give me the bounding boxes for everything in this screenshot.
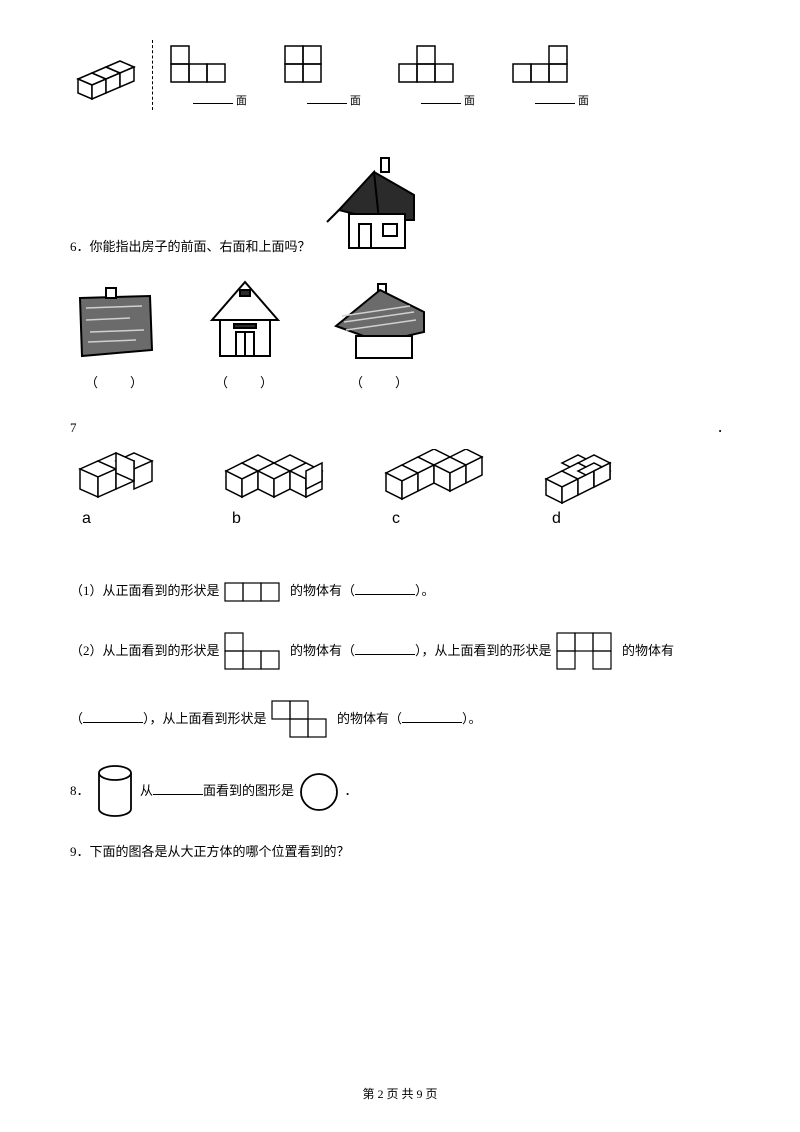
q6-text: 你能指出房子的前面、右面和上面吗？: [90, 239, 311, 254]
q7-label-d: d: [540, 510, 650, 528]
q6-view-front: （ ）: [200, 276, 290, 391]
blank-3[interactable]: [421, 90, 461, 104]
page-footer: 第 2 页 共 9 页: [0, 1085, 800, 1102]
suffix-4: 面: [578, 95, 589, 107]
blank-1[interactable]: [193, 90, 233, 104]
q6-paren-2[interactable]: （ ）: [200, 372, 290, 391]
q6-view-right: （ ）: [330, 282, 430, 391]
question-8: 8． 从面看到的图形是 ．: [70, 763, 730, 821]
q9-text: 下面的图各是从大正方体的哪个位置看到的？: [90, 844, 350, 859]
question-9: 9．下面的图各是从大正方体的哪个位置看到的？: [70, 839, 730, 865]
footer-text: 第 2 页 共 9 页: [362, 1087, 437, 1101]
q7-options-row: a b: [70, 449, 730, 528]
q7-label-b: b: [220, 510, 340, 528]
circle-icon: [297, 770, 341, 814]
house-main-icon: [319, 150, 429, 260]
q7-blank-2[interactable]: [355, 641, 415, 655]
shape-L2-icon: [555, 631, 619, 673]
q8-blank[interactable]: [153, 781, 203, 795]
suffix-3: 面: [464, 95, 475, 107]
q6-paren-3[interactable]: （ ）: [330, 372, 430, 391]
flat-view-2: 面: [279, 42, 389, 108]
q7-opt-a: a: [70, 449, 180, 528]
q7-blank-4[interactable]: [402, 709, 462, 723]
q7-label-a: a: [70, 510, 180, 528]
cylinder-icon: [93, 763, 137, 821]
suffix-1: 面: [236, 95, 247, 107]
q7-blank-1[interactable]: [355, 581, 415, 595]
q6-views-row: （ ） （ ）: [70, 276, 730, 391]
dashed-separator: [152, 40, 153, 110]
flat-view-1: 面: [165, 42, 275, 108]
q7-period: ．: [717, 415, 730, 441]
shape-Z-icon: [270, 699, 334, 741]
q7-num: 7: [70, 415, 77, 441]
shape-1x3-icon: [223, 579, 287, 605]
q7-sub1: （1）从正面看到的形状是 的物体有（）。: [70, 578, 730, 605]
q7-opt-d: d: [540, 449, 650, 528]
q7-opt-c: c: [380, 449, 500, 528]
flat-view-3: 面: [393, 42, 503, 108]
shape-L1-icon: [223, 631, 287, 673]
q7-sub2-cont: （），从上面看到形状是 的物体有（）。: [70, 699, 730, 741]
cubes-3d: [70, 45, 140, 105]
flat-view-4: 面: [507, 42, 617, 108]
question-6: 6．你能指出房子的前面、右面和上面吗？: [70, 150, 730, 391]
q6-view-top: （ ）: [70, 286, 160, 391]
blank-4[interactable]: [535, 90, 575, 104]
blank-2[interactable]: [307, 90, 347, 104]
q7-blank-3[interactable]: [83, 709, 143, 723]
top-row: 面 面 面 面: [70, 40, 730, 110]
suffix-2: 面: [350, 95, 361, 107]
q7-sub2: （2）从上面看到的形状是 的物体有（），从上面看到的形状是 的物体有: [70, 631, 730, 673]
q6-paren-1[interactable]: （ ）: [70, 372, 160, 391]
question-7: 7 ． a b: [70, 415, 730, 741]
q7-label-c: c: [380, 510, 500, 528]
q7-opt-b: b: [220, 449, 340, 528]
